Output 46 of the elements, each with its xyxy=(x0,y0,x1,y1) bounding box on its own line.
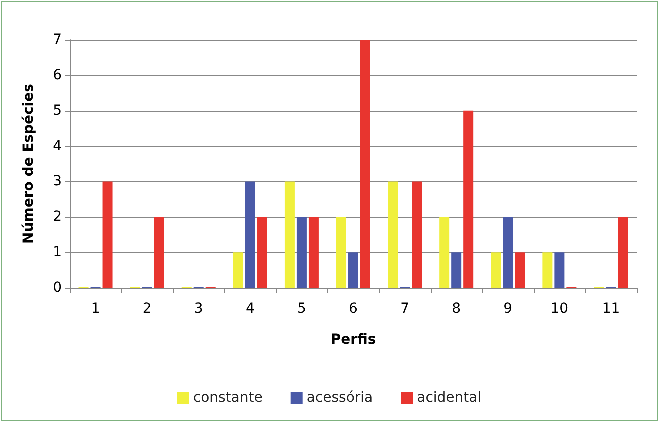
bar xyxy=(233,252,244,288)
y-axis-title: Número de Espécies xyxy=(21,84,37,244)
x-tick-label: 5 xyxy=(297,301,306,317)
bar xyxy=(515,252,526,288)
legend-label: acidental xyxy=(417,390,482,406)
bar xyxy=(245,182,256,288)
y-tick-label: 3 xyxy=(53,174,62,190)
bar xyxy=(388,182,398,288)
bar xyxy=(542,252,553,288)
legend-label: constante xyxy=(193,390,263,406)
x-tick-label: 10 xyxy=(550,301,569,317)
y-tick-label: 6 xyxy=(53,67,62,84)
x-tick-label: 6 xyxy=(349,301,358,317)
y-tick-label: 7 xyxy=(53,32,62,48)
y-tick-label: 1 xyxy=(53,244,62,261)
bar xyxy=(154,217,164,288)
x-tick-label: 7 xyxy=(400,301,410,317)
bar xyxy=(452,252,462,288)
y-tick-label: 5 xyxy=(53,102,62,119)
x-tick-label: 1 xyxy=(91,301,100,317)
bar xyxy=(554,252,565,288)
bar xyxy=(491,252,502,288)
x-tick-label: 4 xyxy=(246,301,255,317)
bar xyxy=(284,182,295,288)
bar xyxy=(440,217,450,288)
bar xyxy=(257,217,268,288)
bar xyxy=(412,182,422,288)
y-tick-label: 2 xyxy=(53,209,62,226)
bar xyxy=(503,217,514,288)
y-tick-label: 0 xyxy=(53,280,62,296)
x-tick-label: 11 xyxy=(602,301,620,317)
x-tick-label: 8 xyxy=(452,301,462,317)
bar xyxy=(296,217,307,288)
y-tick-label: 4 xyxy=(53,138,62,154)
x-axis-title: Perfis xyxy=(330,332,376,348)
x-tick-label: 2 xyxy=(142,301,152,317)
bar xyxy=(336,217,346,288)
x-tick-label: 3 xyxy=(194,301,204,317)
bar xyxy=(360,40,370,288)
legend-label: acessória xyxy=(306,390,374,406)
bar xyxy=(464,110,474,288)
x-tick-label: 9 xyxy=(504,301,513,317)
bar xyxy=(102,182,113,288)
bar xyxy=(308,217,319,288)
bar xyxy=(618,217,628,288)
bar xyxy=(348,252,358,288)
